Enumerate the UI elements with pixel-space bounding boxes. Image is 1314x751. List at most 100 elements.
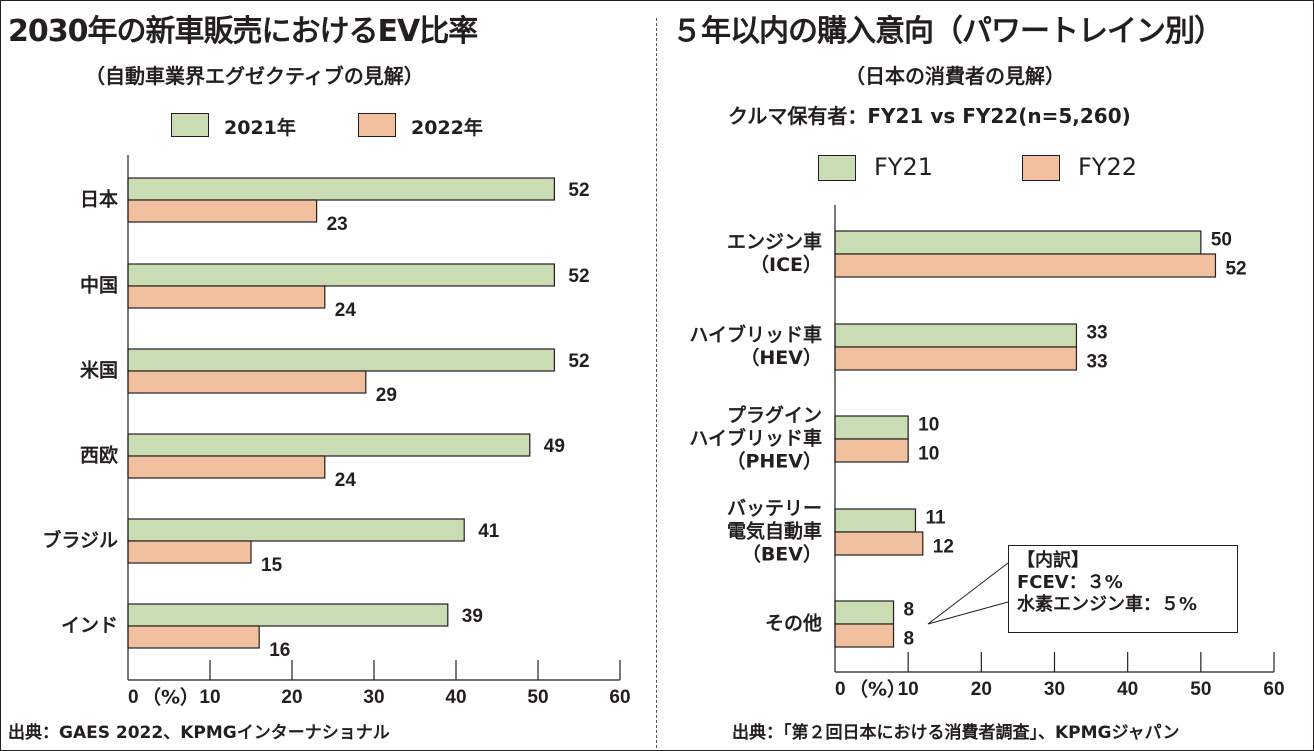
bar-left-0-0 <box>127 177 555 201</box>
x-axis-unit-label: （%） <box>142 686 199 709</box>
bar-right-0-0 <box>834 230 1202 255</box>
annotation-pointer-line <box>927 601 1009 625</box>
x-tick-label: 20 <box>281 687 302 708</box>
right-chart-title: ５年以内の購入意向（パワートレイン別） <box>672 14 1224 49</box>
bar-left-0-1 <box>127 263 555 287</box>
bar-right-1-3 <box>834 531 924 556</box>
data-label: 49 <box>544 436 565 457</box>
right-chart-source: 出典：「第２回日本における消費者調査」、KPMGジャパン <box>732 723 1180 743</box>
data-label: 39 <box>462 606 483 627</box>
x-tick-label: 20 <box>971 679 992 700</box>
x-tick-label: 30 <box>1044 679 1065 700</box>
data-label: 52 <box>1225 259 1246 280</box>
left-chart-source: 出典：GAES 2022、KPMGインターナショナル <box>8 723 390 743</box>
category-label: （HEV） <box>740 346 822 369</box>
category-label: エンジン車 <box>727 230 822 253</box>
data-label: 52 <box>568 351 589 372</box>
x-tick-label: 30 <box>363 687 384 708</box>
data-label: 24 <box>335 470 357 491</box>
left-chart-subtitle: （自動車業界エグゼクティブの見解） <box>85 64 424 88</box>
bar-left-1-0 <box>127 199 318 223</box>
bar-left-1-1 <box>127 285 326 309</box>
data-label: 12 <box>933 537 954 558</box>
panel-divider <box>656 18 657 748</box>
right-chart-subtitle: （日本の消費者の見解） <box>845 64 1065 88</box>
category-label: （PHEV） <box>726 450 822 473</box>
right-legend-label-fy22: FY22 <box>1078 153 1138 181</box>
bar-right-0-1 <box>834 323 1078 348</box>
x-tick-label: 40 <box>1117 679 1138 700</box>
bar-left-1-2 <box>127 370 367 394</box>
category-label: プラグイン <box>727 404 822 427</box>
left-legend-swatch-2022 <box>358 113 396 137</box>
data-label: 52 <box>568 266 589 287</box>
left-chart-title: 2030年の新車販売におけるEV比率 <box>8 14 478 49</box>
data-label: 52 <box>568 180 589 201</box>
data-label: 33 <box>1086 323 1107 344</box>
bar-left-1-3 <box>127 455 326 479</box>
bar-right-1-1 <box>834 346 1078 371</box>
bar-right-1-2 <box>834 438 909 463</box>
right-legend-label-fy21: FY21 <box>874 153 934 181</box>
x-tick-label: 50 <box>1190 679 1211 700</box>
x-tick-label: 50 <box>527 687 548 708</box>
data-label: 24 <box>335 300 357 321</box>
category-label: （ICE） <box>750 253 822 276</box>
x-tick-label: 60 <box>609 687 630 708</box>
category-label: 西欧 <box>80 444 118 467</box>
annotation-box: 【内訳】 FCEV：３% 水素エンジン車：５% <box>1008 545 1238 633</box>
right-legend-swatch-fy21 <box>818 155 856 181</box>
bar-left-1-5 <box>127 625 260 649</box>
x-tick-label: 0 <box>835 679 846 700</box>
left-legend-label-2021: 2021年 <box>224 117 296 139</box>
data-label: 41 <box>478 521 500 542</box>
x-tick-label: 60 <box>1263 679 1284 700</box>
bar-right-0-4 <box>834 600 895 625</box>
annotation-line: FCEV：３% <box>1017 572 1123 593</box>
data-label: 16 <box>269 640 290 661</box>
left-legend-swatch-2021 <box>171 113 209 137</box>
bar-left-0-4 <box>127 518 465 542</box>
category-label: 日本 <box>80 188 118 211</box>
data-label: 8 <box>904 629 915 650</box>
category-label: バッテリー <box>727 498 822 520</box>
data-label: 23 <box>327 214 348 235</box>
x-tick-label: 10 <box>898 679 919 700</box>
bar-right-1-0 <box>834 253 1217 278</box>
x-tick-label: 10 <box>199 687 220 708</box>
data-label: 11 <box>925 508 946 529</box>
x-axis-unit-label: （%） <box>849 678 906 701</box>
left-legend-label-2022: 2022年 <box>411 117 483 139</box>
bar-left-0-2 <box>127 348 555 372</box>
right-legend-swatch-fy22 <box>1022 155 1060 181</box>
annotation-pointer-line <box>927 562 1009 625</box>
category-label: （BEV） <box>742 543 822 566</box>
annotation-line: 【内訳】 <box>1017 550 1089 571</box>
bar-left-0-5 <box>127 603 449 627</box>
bar-left-0-3 <box>127 433 531 457</box>
data-label: 10 <box>918 415 939 436</box>
data-label: 50 <box>1211 230 1232 251</box>
data-label: 8 <box>904 600 915 621</box>
x-tick-label: 40 <box>445 687 466 708</box>
category-label: 中国 <box>80 274 118 297</box>
bar-right-0-2 <box>834 415 909 440</box>
data-label: 15 <box>261 555 283 576</box>
category-label: インド <box>61 615 118 637</box>
category-label: ハイブリッド車 <box>689 427 822 450</box>
bar-left-1-4 <box>127 540 252 564</box>
right-chart-subtitle2: クルマ保有者：FY21 vs FY22(n=5,260) <box>728 104 1131 128</box>
data-label: 29 <box>376 385 397 406</box>
category-label: ブラジル <box>42 529 118 552</box>
category-label: ハイブリッド車 <box>689 323 822 346</box>
annotation-line: 水素エンジン車：５% <box>1017 594 1198 615</box>
bar-right-1-4 <box>834 623 895 648</box>
category-label: 米国 <box>80 359 118 382</box>
bar-right-0-3 <box>834 508 917 533</box>
data-label: 33 <box>1086 352 1107 373</box>
category-label: 電気自動車 <box>727 520 822 543</box>
x-tick-label: 0 <box>128 687 139 708</box>
category-label: その他 <box>765 612 822 635</box>
data-label: 10 <box>918 444 939 465</box>
